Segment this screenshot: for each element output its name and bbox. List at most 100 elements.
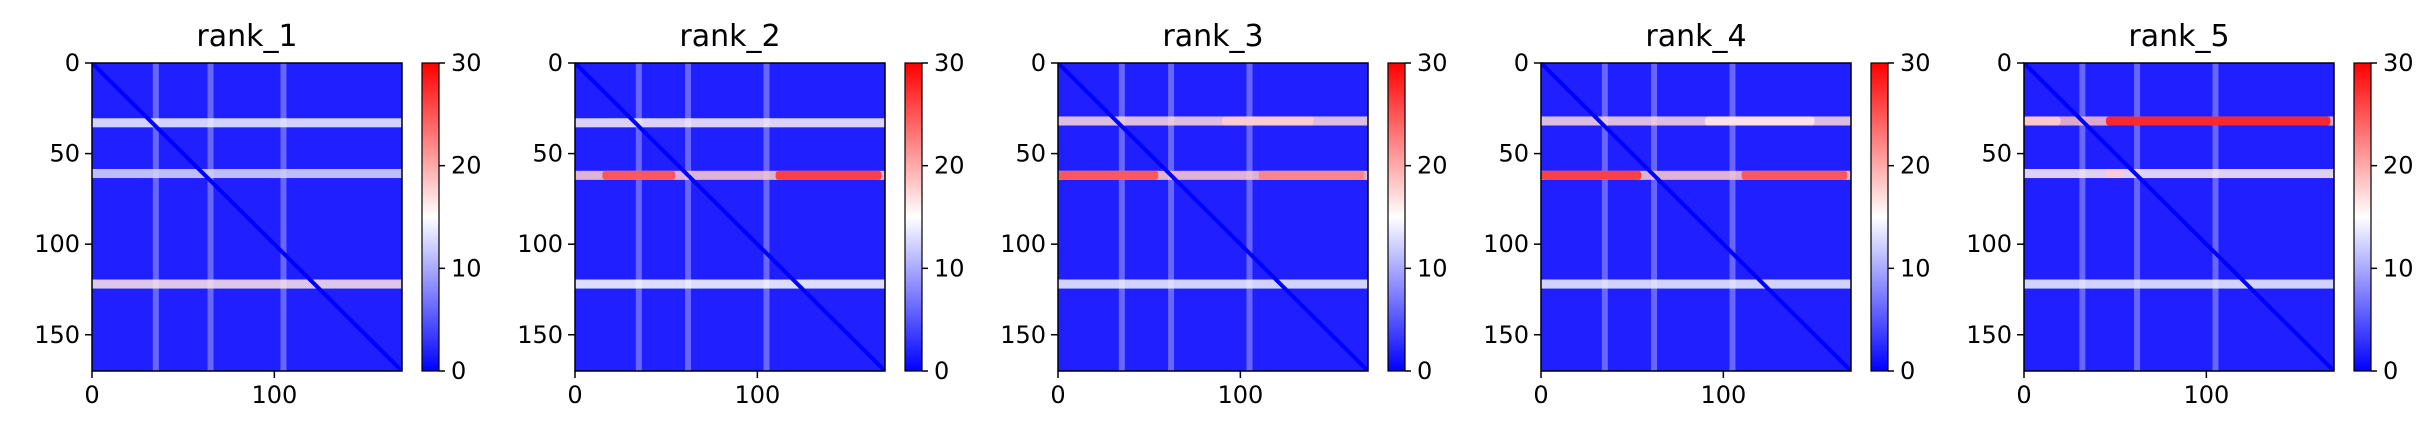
y-tick-label: 150: [1000, 321, 1046, 349]
panel-rank_2: rank_2 0 50 100 150 0 100 0 10 20 30: [517, 19, 964, 409]
heatmap-band: [575, 118, 885, 128]
heatmap-diagonal: [1058, 63, 1368, 371]
colorbar-tick-label: 30: [1417, 49, 1448, 77]
y-tick-label: 100: [34, 230, 80, 258]
colorbar-tick-label: 30: [1900, 49, 1931, 77]
heatmap-column: [1168, 63, 1175, 371]
heatmap-contact-segment: [2024, 116, 2061, 126]
heatmap-column: [1729, 63, 1736, 371]
y-tick-label: 50: [532, 140, 563, 168]
heatmap-column: [2079, 63, 2086, 371]
heatmap-contact-segment: [602, 170, 676, 180]
colorbar-tick-label: 0: [934, 357, 949, 385]
colorbar-tick-label: 10: [2383, 254, 2414, 282]
colorbar-tick-label: 20: [1417, 152, 1448, 180]
heatmap-contact-segment: [1541, 170, 1642, 180]
colorbar-tick-label: 10: [1417, 254, 1448, 282]
heatmap-band: [1058, 116, 1368, 126]
heatmap-band: [2024, 279, 2334, 289]
heatmap-column: [2212, 63, 2219, 371]
x-tick-label: 0: [2016, 381, 2031, 409]
x-tick-label: 100: [251, 381, 297, 409]
panel-rank_1: rank_1 0 50 100 150 0 100 0 10 20 30: [34, 19, 481, 409]
panel-rank_5: rank_5 0 50 100 150 0 100 0 10 20 30: [1966, 19, 2413, 409]
heatmap-contact-segment: [775, 170, 882, 180]
heatmap-band: [1541, 116, 1851, 126]
x-tick-label: 0: [1050, 381, 1065, 409]
colorbar-tick-label: 10: [451, 254, 482, 282]
y-tick-label: 50: [1015, 140, 1046, 168]
y-tick-label: 50: [49, 140, 80, 168]
y-tick-label: 0: [1514, 49, 1529, 77]
heatmap-band: [575, 170, 885, 180]
colorbar: [904, 62, 923, 372]
colorbar-tick-label: 30: [451, 49, 482, 77]
heatmap-column: [152, 63, 159, 371]
heatmap-image: [2024, 63, 2334, 371]
heatmap-column: [1601, 63, 1608, 371]
axes-frame: [1540, 62, 1852, 372]
y-tick-label: 150: [1483, 321, 1529, 349]
heatmap-image: [1058, 63, 1368, 371]
axes-frame: [2023, 62, 2335, 372]
heatmap-column: [1651, 63, 1658, 371]
axes-frame: [574, 62, 886, 372]
colorbar-tick-label: 0: [1900, 357, 1915, 385]
x-tick-label: 100: [1217, 381, 1263, 409]
x-tick-label: 100: [2183, 381, 2229, 409]
heatmap-diagonal: [2024, 63, 2334, 371]
axes-frame: [1057, 62, 1369, 372]
colorbar-tick-label: 0: [451, 357, 466, 385]
heatmap-image: [575, 63, 885, 371]
heatmap-band: [1058, 170, 1368, 180]
heatmap-band: [1058, 279, 1368, 289]
y-tick-label: 100: [1483, 230, 1529, 258]
panel-title: rank_1: [196, 19, 297, 54]
heatmap-contact-segment: [2106, 116, 2331, 126]
heatmap-diagonal: [1541, 63, 1851, 371]
y-tick-label: 0: [1997, 49, 2012, 77]
heatmap-band: [1541, 279, 1851, 289]
heatmap-band: [92, 118, 402, 128]
heatmap-column: [635, 63, 642, 371]
y-tick-label: 100: [517, 230, 563, 258]
heatmap-band: [1541, 170, 1851, 180]
heatmap-contact-segment: [2106, 168, 2125, 179]
x-tick-label: 0: [1533, 381, 1548, 409]
colorbar-tick-label: 0: [1417, 357, 1432, 385]
heatmap-column: [1246, 63, 1253, 371]
heatmap-column: [1118, 63, 1125, 371]
panel-title: rank_5: [2128, 19, 2229, 54]
colorbar-tick-label: 30: [2383, 49, 2414, 77]
y-tick-label: 150: [1966, 321, 2012, 349]
y-tick-label: 150: [34, 321, 80, 349]
colorbar-tick-label: 20: [2383, 152, 2414, 180]
heatmap-band: [92, 279, 402, 289]
heatmap-contact-segment: [1222, 116, 1314, 126]
y-tick-label: 50: [1981, 140, 2012, 168]
panel-title: rank_4: [1645, 19, 1746, 54]
y-tick-label: 100: [1000, 230, 1046, 258]
heatmap-contact-segment: [1705, 116, 1815, 126]
heatmap-diagonal: [575, 63, 885, 371]
y-tick-label: 0: [65, 49, 80, 77]
colorbar: [1387, 62, 1406, 372]
colorbar-tick-label: 30: [934, 49, 965, 77]
heatmap-contact-segment: [1258, 170, 1365, 180]
colorbar: [421, 62, 440, 372]
heatmap-contact-segment: [1741, 170, 1848, 180]
heatmap-column: [685, 63, 692, 371]
heatmap-band: [2024, 168, 2334, 179]
panel-title: rank_2: [679, 19, 780, 54]
heatmap-band: [92, 168, 402, 179]
x-tick-label: 0: [84, 381, 99, 409]
colorbar: [1870, 62, 1889, 372]
y-tick-label: 150: [517, 321, 563, 349]
heatmap-contact-segment: [1058, 170, 1159, 180]
heatmap-band: [575, 279, 885, 289]
y-tick-label: 0: [1031, 49, 1046, 77]
heatmap-image: [92, 63, 402, 371]
x-tick-label: 100: [1700, 381, 1746, 409]
colorbar-tick-label: 20: [1900, 152, 1931, 180]
